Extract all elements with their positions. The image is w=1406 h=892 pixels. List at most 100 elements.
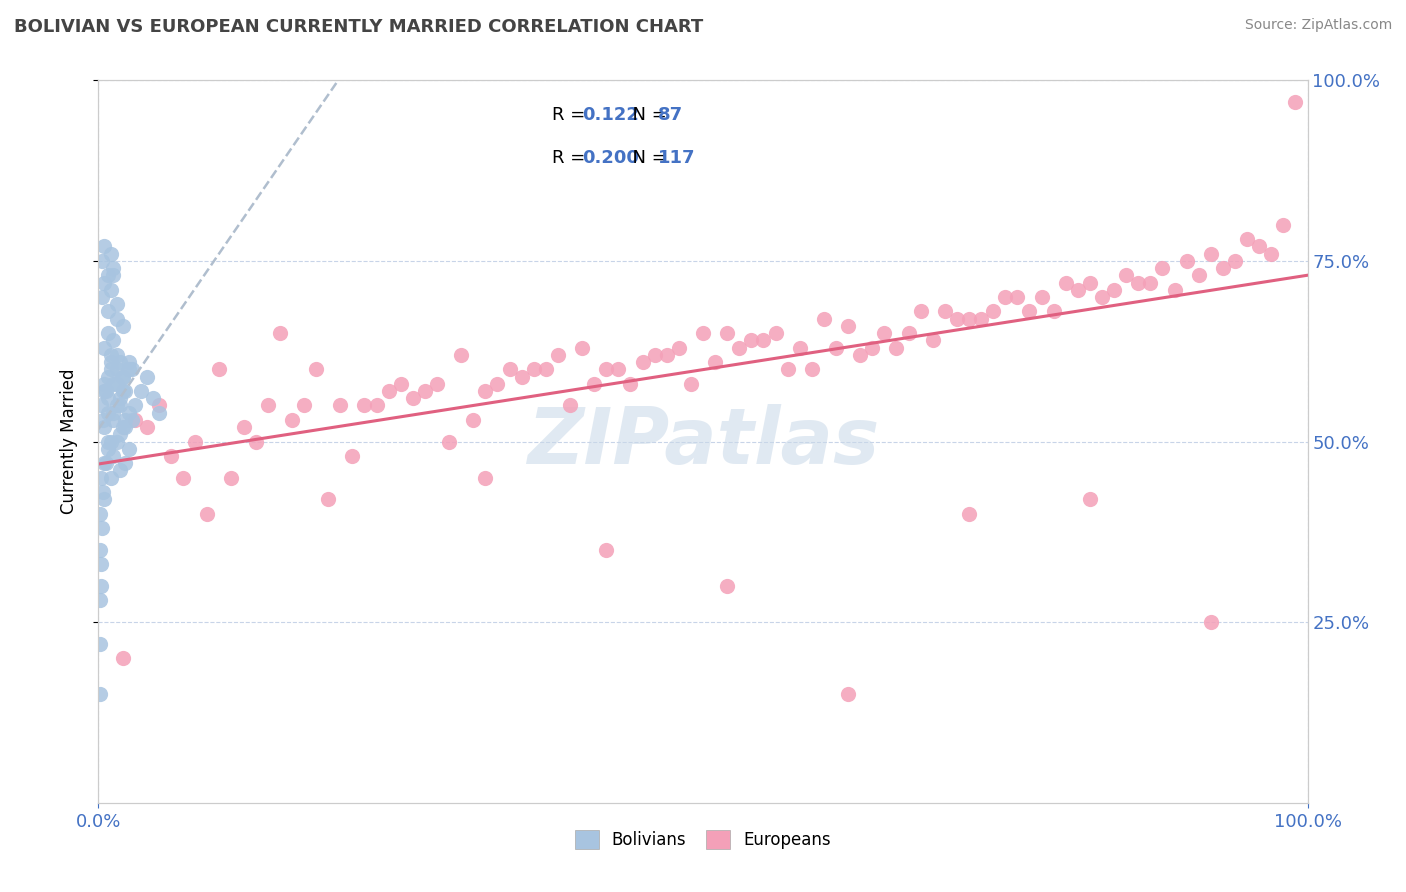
Point	[921, 334, 943, 348]
Point	[716, 326, 738, 340]
Point	[93, 376, 115, 391]
Point	[97, 442, 120, 456]
Text: 0.200: 0.200	[582, 149, 638, 167]
Point	[644, 348, 666, 362]
Point	[463, 413, 485, 427]
Point	[93, 341, 115, 355]
Point	[93, 420, 115, 434]
Point	[474, 384, 496, 398]
Point	[389, 376, 412, 391]
Point	[692, 326, 714, 340]
Point	[1102, 283, 1125, 297]
Point	[1236, 232, 1258, 246]
Point	[100, 246, 122, 260]
Point	[129, 384, 152, 398]
Point	[474, 470, 496, 484]
Point	[1091, 290, 1114, 304]
Point	[108, 391, 131, 405]
Point	[101, 268, 124, 283]
Point	[789, 341, 811, 355]
Point	[100, 362, 122, 376]
Point	[90, 470, 112, 484]
Point	[101, 413, 124, 427]
Point	[135, 369, 157, 384]
Point	[148, 398, 170, 412]
Point	[111, 384, 134, 398]
Point	[1078, 276, 1101, 290]
Point	[97, 391, 120, 405]
Point	[118, 362, 141, 376]
Point	[776, 362, 799, 376]
Point	[94, 456, 117, 470]
Point	[1054, 276, 1077, 290]
Point	[873, 326, 896, 340]
Point	[426, 376, 449, 391]
Point	[1260, 246, 1282, 260]
Point	[148, 406, 170, 420]
Point	[111, 420, 134, 434]
Point	[100, 283, 122, 297]
Point	[114, 413, 136, 427]
Point	[89, 542, 111, 557]
Point	[728, 341, 751, 355]
Point	[108, 355, 131, 369]
Point	[221, 470, 243, 484]
Point	[245, 434, 267, 449]
Text: N =: N =	[621, 105, 672, 124]
Point	[93, 239, 115, 253]
Point	[97, 369, 120, 384]
Point	[946, 311, 969, 326]
Point	[1018, 304, 1040, 318]
Point	[716, 579, 738, 593]
Point	[305, 362, 328, 376]
Legend: Bolivians, Europeans: Bolivians, Europeans	[568, 823, 838, 856]
Text: R =: R =	[551, 149, 591, 167]
Point	[800, 362, 823, 376]
Point	[101, 406, 124, 420]
Point	[89, 507, 111, 521]
Point	[292, 398, 315, 412]
Point	[93, 276, 115, 290]
Point	[121, 413, 143, 427]
Point	[366, 398, 388, 412]
Point	[121, 362, 143, 376]
Text: BOLIVIAN VS EUROPEAN CURRENTLY MARRIED CORRELATION CHART: BOLIVIAN VS EUROPEAN CURRENTLY MARRIED C…	[14, 18, 703, 36]
Point	[108, 427, 131, 442]
Point	[558, 398, 581, 412]
Point	[1067, 283, 1090, 297]
Point	[740, 334, 762, 348]
Point	[101, 334, 124, 348]
Point	[91, 521, 114, 535]
Point	[1199, 246, 1222, 260]
Point	[91, 413, 114, 427]
Point	[981, 304, 1004, 318]
Point	[105, 297, 128, 311]
Point	[97, 406, 120, 420]
Point	[437, 434, 460, 449]
Point	[100, 434, 122, 449]
Point	[94, 384, 117, 398]
Point	[329, 398, 352, 412]
Point	[402, 391, 425, 405]
Point	[860, 341, 883, 355]
Point	[413, 384, 436, 398]
Point	[1249, 239, 1271, 253]
Point	[93, 456, 115, 470]
Point	[105, 376, 128, 391]
Point	[208, 362, 231, 376]
Point	[1272, 218, 1295, 232]
Point	[1284, 95, 1306, 109]
Point	[105, 348, 128, 362]
Point	[91, 290, 114, 304]
Point	[957, 507, 980, 521]
Point	[142, 391, 165, 405]
Point	[281, 413, 304, 427]
Point	[934, 304, 956, 318]
Point	[93, 492, 115, 507]
Point	[90, 558, 112, 572]
Point	[1175, 253, 1198, 268]
Point	[668, 341, 690, 355]
Point	[111, 369, 134, 384]
Point	[184, 434, 207, 449]
Text: 0.122: 0.122	[582, 105, 638, 124]
